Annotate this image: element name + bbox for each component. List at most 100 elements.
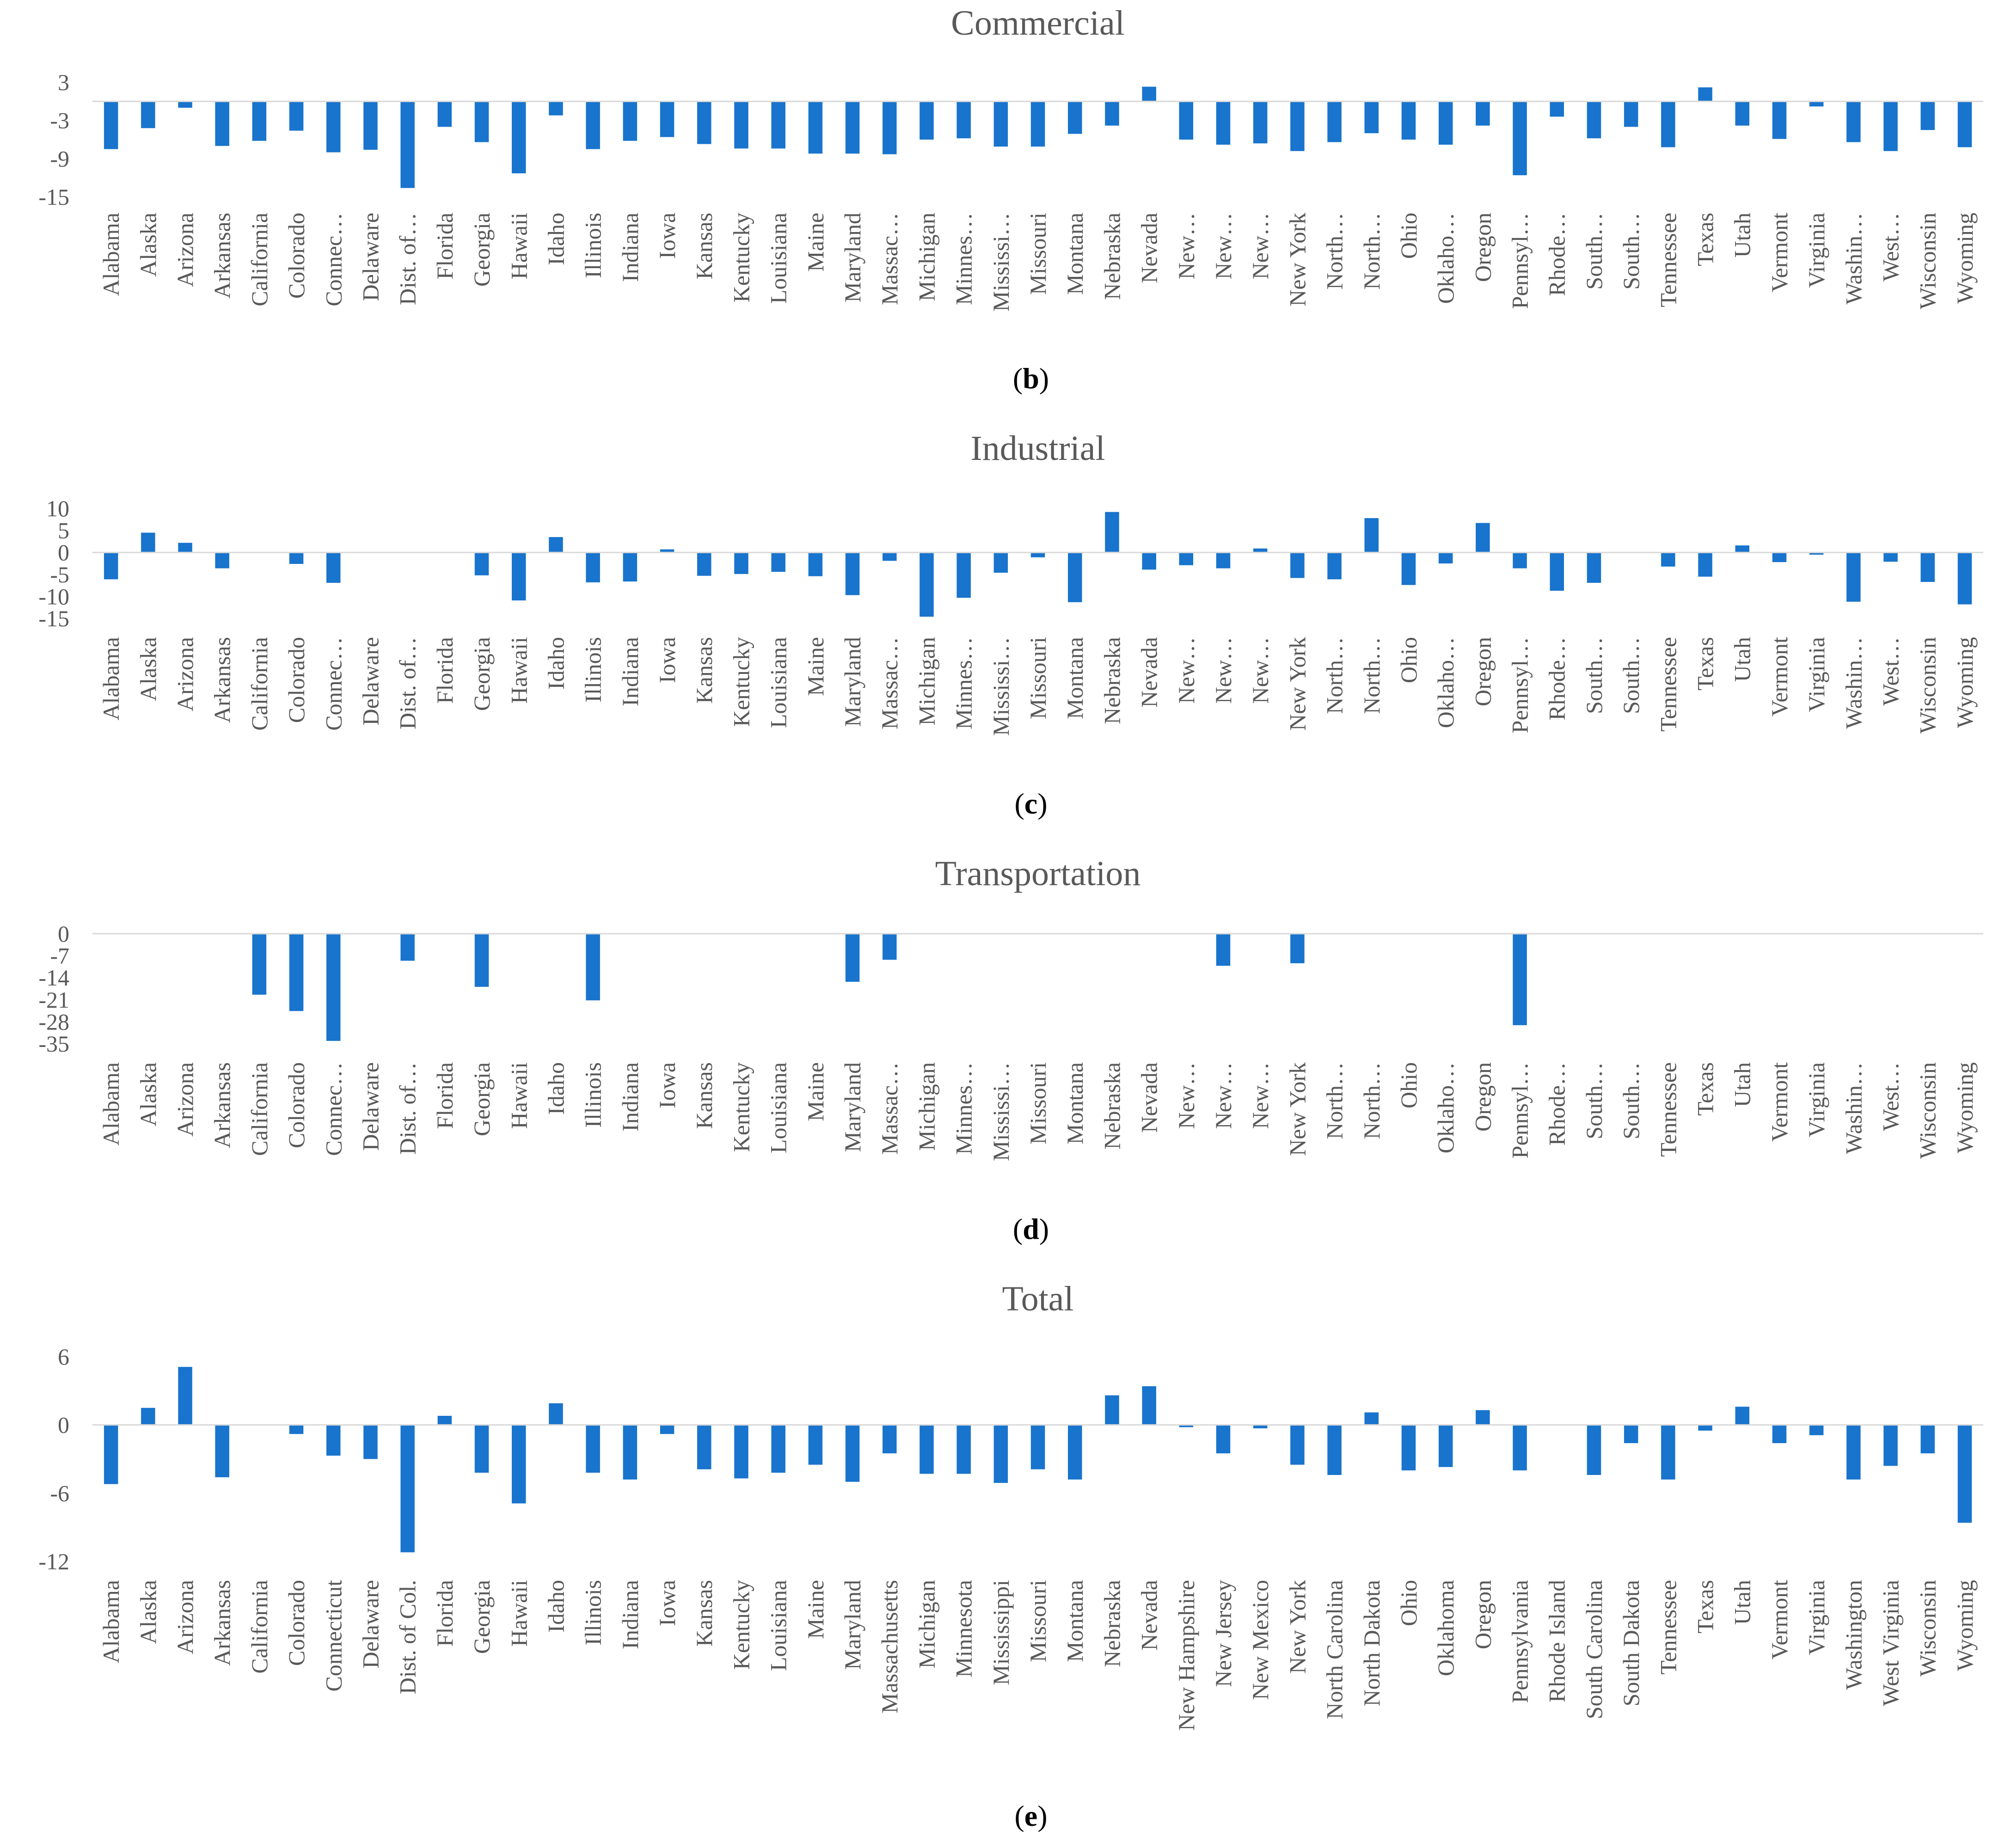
- y-tick-label: 3: [58, 69, 69, 95]
- x-tick-label: North…: [1359, 1062, 1385, 1139]
- bar-Indiana: [623, 101, 638, 141]
- x-tick-label: New…: [1210, 1062, 1236, 1129]
- bar-Florida: [437, 1416, 452, 1425]
- bar-Hawaii: [512, 552, 526, 600]
- bar-West Virginia: [1883, 1425, 1898, 1466]
- bar-New…: [1179, 552, 1193, 565]
- x-tick-label: Montana: [1062, 1580, 1088, 1662]
- x-tick-label: Kansas: [691, 637, 717, 704]
- y-tick-label: -28: [38, 1009, 69, 1034]
- bar-New York: [1290, 1425, 1305, 1465]
- x-tick-label: Utah: [1729, 637, 1755, 682]
- bar-Georgia: [474, 552, 489, 575]
- bar-Montana: [1068, 552, 1082, 602]
- x-tick-label: Colorado: [283, 637, 309, 723]
- bar-Vermont: [1772, 101, 1787, 139]
- bar-Oklaho…: [1438, 101, 1453, 145]
- x-tick-label: Indiana: [617, 637, 643, 706]
- x-tick-label: Minnes…: [951, 1062, 977, 1155]
- bar-Wyoming: [1957, 552, 1972, 605]
- x-tick-label: Washin…: [1840, 637, 1866, 729]
- bar-Alabama: [104, 1425, 118, 1484]
- bar-North…: [1364, 101, 1379, 134]
- x-tick-label: Florida: [432, 1580, 458, 1646]
- x-tick-label: Colorado: [283, 1580, 309, 1666]
- x-tick-label: Delaware: [357, 1580, 383, 1669]
- bar-Connec…: [326, 101, 341, 153]
- bar-Oklaho…: [1438, 552, 1453, 563]
- x-tick-label: Illinois: [580, 637, 606, 703]
- x-tick-label: Minnesota: [951, 1580, 977, 1677]
- x-tick-label: Michigan: [914, 213, 939, 301]
- bar-Virginia: [1809, 101, 1824, 107]
- x-tick-label: Arkansas: [209, 213, 235, 299]
- bar-Pennsylvania: [1513, 1425, 1527, 1471]
- bar-Tennessee: [1661, 101, 1675, 147]
- bar-Ohio: [1401, 1425, 1416, 1471]
- x-tick-label: Michigan: [914, 1580, 939, 1669]
- x-tick-label: Indiana: [617, 1062, 643, 1132]
- x-tick-label: Nevada: [1136, 1580, 1162, 1651]
- bar-Idaho: [549, 1403, 563, 1425]
- bar-South…: [1587, 552, 1601, 583]
- x-tick-label: Delaware: [357, 1062, 383, 1151]
- bar-Maryland: [845, 552, 860, 595]
- bar-Florida: [437, 101, 452, 127]
- bar-Vermont: [1772, 1425, 1787, 1444]
- x-tick-label: Florida: [432, 1062, 458, 1129]
- bar-Mississippi: [993, 1425, 1008, 1483]
- x-tick-label: Oklaho…: [1433, 1062, 1459, 1153]
- bar-New Jersey: [1216, 1425, 1231, 1454]
- bar-Massachusetts: [883, 1425, 897, 1454]
- y-tick-label: -12: [38, 1548, 69, 1574]
- x-tick-label: Illinois: [580, 1580, 606, 1646]
- bar-Nevada: [1142, 86, 1156, 102]
- x-tick-label: Ohio: [1396, 1580, 1422, 1626]
- y-tick-label: 10: [46, 496, 69, 521]
- x-tick-label: Kentucky: [728, 1062, 754, 1152]
- bar-Maine: [808, 1425, 823, 1465]
- bar-North…: [1327, 552, 1342, 580]
- x-tick-label: Oklaho…: [1433, 213, 1459, 304]
- x-tick-label: Rhode Island: [1544, 1580, 1570, 1702]
- bar-Illinois: [586, 1425, 600, 1473]
- panel-caption: (c): [1014, 787, 1047, 820]
- y-tick-label: -3: [50, 108, 69, 134]
- x-tick-label: Nevada: [1136, 1062, 1162, 1133]
- x-tick-label: Arkansas: [209, 1580, 235, 1666]
- x-tick-label: Kansas: [691, 1062, 717, 1129]
- bar-Maryland: [845, 1425, 860, 1482]
- x-tick-label: Oklahoma: [1433, 1580, 1459, 1676]
- x-tick-label: North…: [1322, 213, 1348, 290]
- x-tick-label: Ohio: [1396, 213, 1422, 259]
- chart-title: Commercial: [951, 4, 1125, 43]
- caption-letter: d: [1023, 1212, 1039, 1245]
- x-tick-label: Alaska: [135, 213, 161, 277]
- x-tick-label: New Hampshire: [1173, 1580, 1199, 1731]
- x-tick-label: Idaho: [543, 637, 569, 690]
- bar-Louisiana: [771, 101, 785, 149]
- bar-Arkansas: [215, 552, 229, 569]
- x-tick-label: Indiana: [617, 213, 643, 282]
- x-tick-label: Connec…: [320, 213, 346, 306]
- bar-New…: [1179, 101, 1193, 140]
- x-tick-label: Georgia: [469, 1062, 495, 1136]
- bar-Connecticut: [326, 1425, 341, 1456]
- bar-Idaho: [549, 101, 563, 116]
- caption-paren: ): [1039, 1212, 1049, 1245]
- bar-North Dakota: [1364, 1412, 1379, 1425]
- bar-Minnes…: [957, 101, 971, 139]
- bar-Pennsyl…: [1513, 101, 1527, 176]
- bar-Arizona: [178, 543, 192, 553]
- x-tick-label: California: [246, 1580, 272, 1674]
- bar-Minnes…: [957, 552, 971, 598]
- bar-New Hampshire: [1179, 1425, 1193, 1427]
- chart-title: Transportation: [935, 854, 1141, 893]
- bar-Connec…: [326, 552, 341, 583]
- x-tick-label: Delaware: [357, 637, 383, 726]
- x-tick-label: Louisiana: [766, 1580, 791, 1671]
- x-tick-label: North…: [1322, 1062, 1348, 1139]
- bar-Maine: [808, 101, 823, 154]
- x-tick-label: Louisiana: [766, 213, 791, 304]
